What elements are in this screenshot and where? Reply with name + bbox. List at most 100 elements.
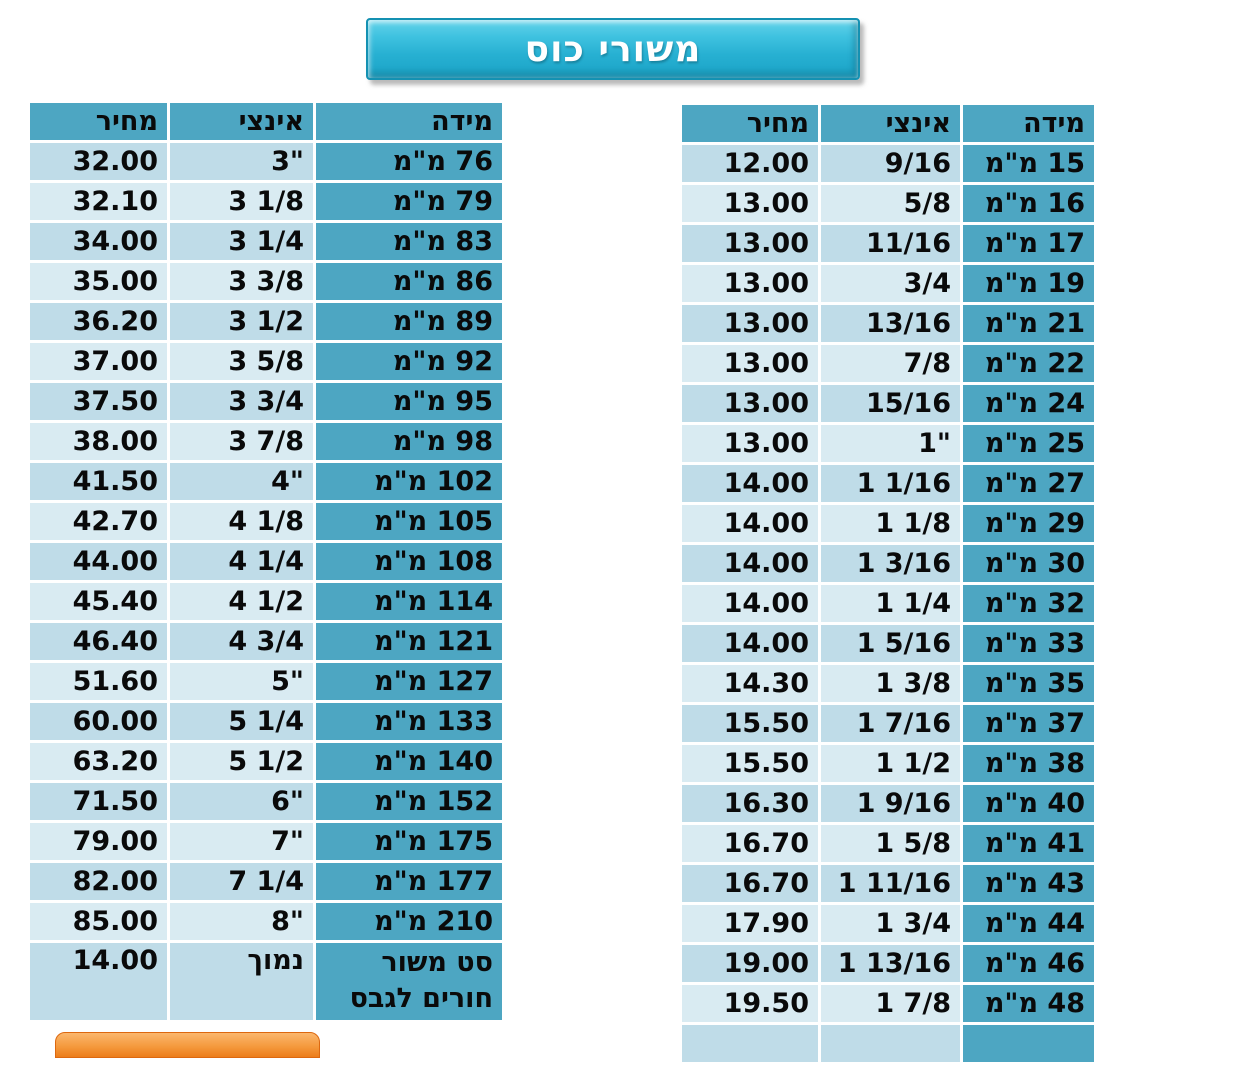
table-row: 27 מ"מ 1 1/16 14.00 <box>682 465 1094 502</box>
size-cell: 175 מ"מ <box>316 823 502 860</box>
table-row: 30 מ"מ 1 3/16 14.00 <box>682 545 1094 582</box>
orange-banner-partial <box>55 1032 320 1058</box>
table-row: 19 מ"מ 3/4 13.00 <box>682 265 1094 302</box>
size-cell: 95 מ"מ <box>316 383 502 420</box>
inch-cell: 3" <box>170 143 313 180</box>
inch-cell: 1 3/8 <box>821 665 960 702</box>
title-banner: משורי כוס <box>366 18 860 80</box>
inch-cell: 8" <box>170 903 313 940</box>
inch-cell: 1 7/16 <box>821 705 960 742</box>
price-cell: 13.00 <box>682 425 818 462</box>
inch-cell: 1 7/8 <box>821 985 960 1022</box>
size-cell: 127 מ"מ <box>316 663 502 700</box>
size-cell: 15 מ"מ <box>963 145 1094 182</box>
price-cell <box>682 1025 818 1062</box>
size-column-header: מידה <box>316 103 502 140</box>
price-cell: 60.00 <box>30 703 167 740</box>
price-cell: 14.00 <box>682 585 818 622</box>
size-cell: 79 מ"מ <box>316 183 502 220</box>
inch-cell: 4" <box>170 463 313 500</box>
price-cell: 14.00 <box>682 465 818 502</box>
price-cell: 13.00 <box>682 185 818 222</box>
price-cell: 17.90 <box>682 905 818 942</box>
table-row: 210 מ"מ 8" 85.00 <box>30 903 502 940</box>
price-cell: 14.00 <box>682 625 818 662</box>
inch-cell: 1 5/8 <box>821 825 960 862</box>
inch-cell: 13/16 <box>821 305 960 342</box>
price-cell: 37.50 <box>30 383 167 420</box>
inch-cell: 1 1/16 <box>821 465 960 502</box>
table-row: 37 מ"מ 1 7/16 15.50 <box>682 705 1094 742</box>
size-cell: 46 מ"מ <box>963 945 1094 982</box>
size-cell: 22 מ"מ <box>963 345 1094 382</box>
size-cell: 21 מ"מ <box>963 305 1094 342</box>
header-row: מידה אינצי מחיר <box>30 103 502 140</box>
size-cell: 102 מ"מ <box>316 463 502 500</box>
price-column-header: מחיר <box>30 103 167 140</box>
inch-cell: 3 1/4 <box>170 223 313 260</box>
price-cell: 14.00 <box>682 505 818 542</box>
table-row: 98 מ"מ 3 7/8 38.00 <box>30 423 502 460</box>
table-row: 29 מ"מ 1 1/8 14.00 <box>682 505 1094 542</box>
inch-cell: 7/8 <box>821 345 960 382</box>
table-row: 40 מ"מ 1 9/16 16.30 <box>682 785 1094 822</box>
inch-cell: 3/4 <box>821 265 960 302</box>
table-row: 32 מ"מ 1 1/4 14.00 <box>682 585 1094 622</box>
table-row: 24 מ"מ 15/16 13.00 <box>682 385 1094 422</box>
price-cell: 82.00 <box>30 863 167 900</box>
header-row: מידה אינצי מחיר <box>682 105 1094 142</box>
size-cell: 41 מ"מ <box>963 825 1094 862</box>
price-cell: 19.00 <box>682 945 818 982</box>
inch-cell: 1 9/16 <box>821 785 960 822</box>
table-row: 95 מ"מ 3 3/4 37.50 <box>30 383 502 420</box>
inch-cell: 3 1/8 <box>170 183 313 220</box>
size-cell: 86 מ"מ <box>316 263 502 300</box>
size-cell: 19 מ"מ <box>963 265 1094 302</box>
price-cell: 13.00 <box>682 385 818 422</box>
price-cell: 85.00 <box>30 903 167 940</box>
table-row: 127 מ"מ 5" 51.60 <box>30 663 502 700</box>
inch-cell: 1 1/8 <box>821 505 960 542</box>
inch-cell: 4 1/2 <box>170 583 313 620</box>
left-price-table: מידה אינצי מחיר 76 מ"מ 3" 32.00 79 מ"מ 3 1/8 32.… <box>27 100 505 1023</box>
price-cell: 45.40 <box>30 583 167 620</box>
table-row: 44 מ"מ 1 3/4 17.90 <box>682 905 1094 942</box>
table-row: 76 מ"מ 3" 32.00 <box>30 143 502 180</box>
price-cell: 12.00 <box>682 145 818 182</box>
price-cell: 79.00 <box>30 823 167 860</box>
price-cell: 32.10 <box>30 183 167 220</box>
inch-cell: 3 1/2 <box>170 303 313 340</box>
size-cell: 33 מ"מ <box>963 625 1094 662</box>
size-cell: 16 מ"מ <box>963 185 1094 222</box>
size-cell: 133 מ"מ <box>316 703 502 740</box>
inch-column-header: אינצי <box>170 103 313 140</box>
table-row: 15 מ"מ 9/16 12.00 <box>682 145 1094 182</box>
price-cell: 71.50 <box>30 783 167 820</box>
right-price-table: מידה אינצי מחיר 15 מ"מ 9/16 12.00 16 מ"מ 5/8 13.… <box>679 102 1097 1065</box>
table-row: 89 מ"מ 3 1/2 36.20 <box>30 303 502 340</box>
size-cell: 210 מ"מ <box>316 903 502 940</box>
price-cell: 36.20 <box>30 303 167 340</box>
size-cell: 108 מ"מ <box>316 543 502 580</box>
inch-cell: 15/16 <box>821 385 960 422</box>
price-cell: 14.00 <box>682 545 818 582</box>
size-column-header: מידה <box>963 105 1094 142</box>
inch-cell: 7" <box>170 823 313 860</box>
price-cell: 46.40 <box>30 623 167 660</box>
size-cell: 89 מ"מ <box>316 303 502 340</box>
table-row: 25 מ"מ 1" 13.00 <box>682 425 1094 462</box>
inch-cell: 5 1/2 <box>170 743 313 780</box>
table-row: 121 מ"מ 4 3/4 46.40 <box>30 623 502 660</box>
table-row: 102 מ"מ 4" 41.50 <box>30 463 502 500</box>
inch-cell: 6" <box>170 783 313 820</box>
table-row: 41 מ"מ 1 5/8 16.70 <box>682 825 1094 862</box>
size-cell: 24 מ"מ <box>963 385 1094 422</box>
price-cell: 38.00 <box>30 423 167 460</box>
table-row: 22 מ"מ 7/8 13.00 <box>682 345 1094 382</box>
inch-cell: 1" <box>821 425 960 462</box>
price-cell: 34.00 <box>30 223 167 260</box>
price-cell: 63.20 <box>30 743 167 780</box>
inch-cell: 1 5/16 <box>821 625 960 662</box>
table-row: 48 מ"מ 1 7/8 19.50 <box>682 985 1094 1022</box>
inch-cell: 1 11/16 <box>821 865 960 902</box>
